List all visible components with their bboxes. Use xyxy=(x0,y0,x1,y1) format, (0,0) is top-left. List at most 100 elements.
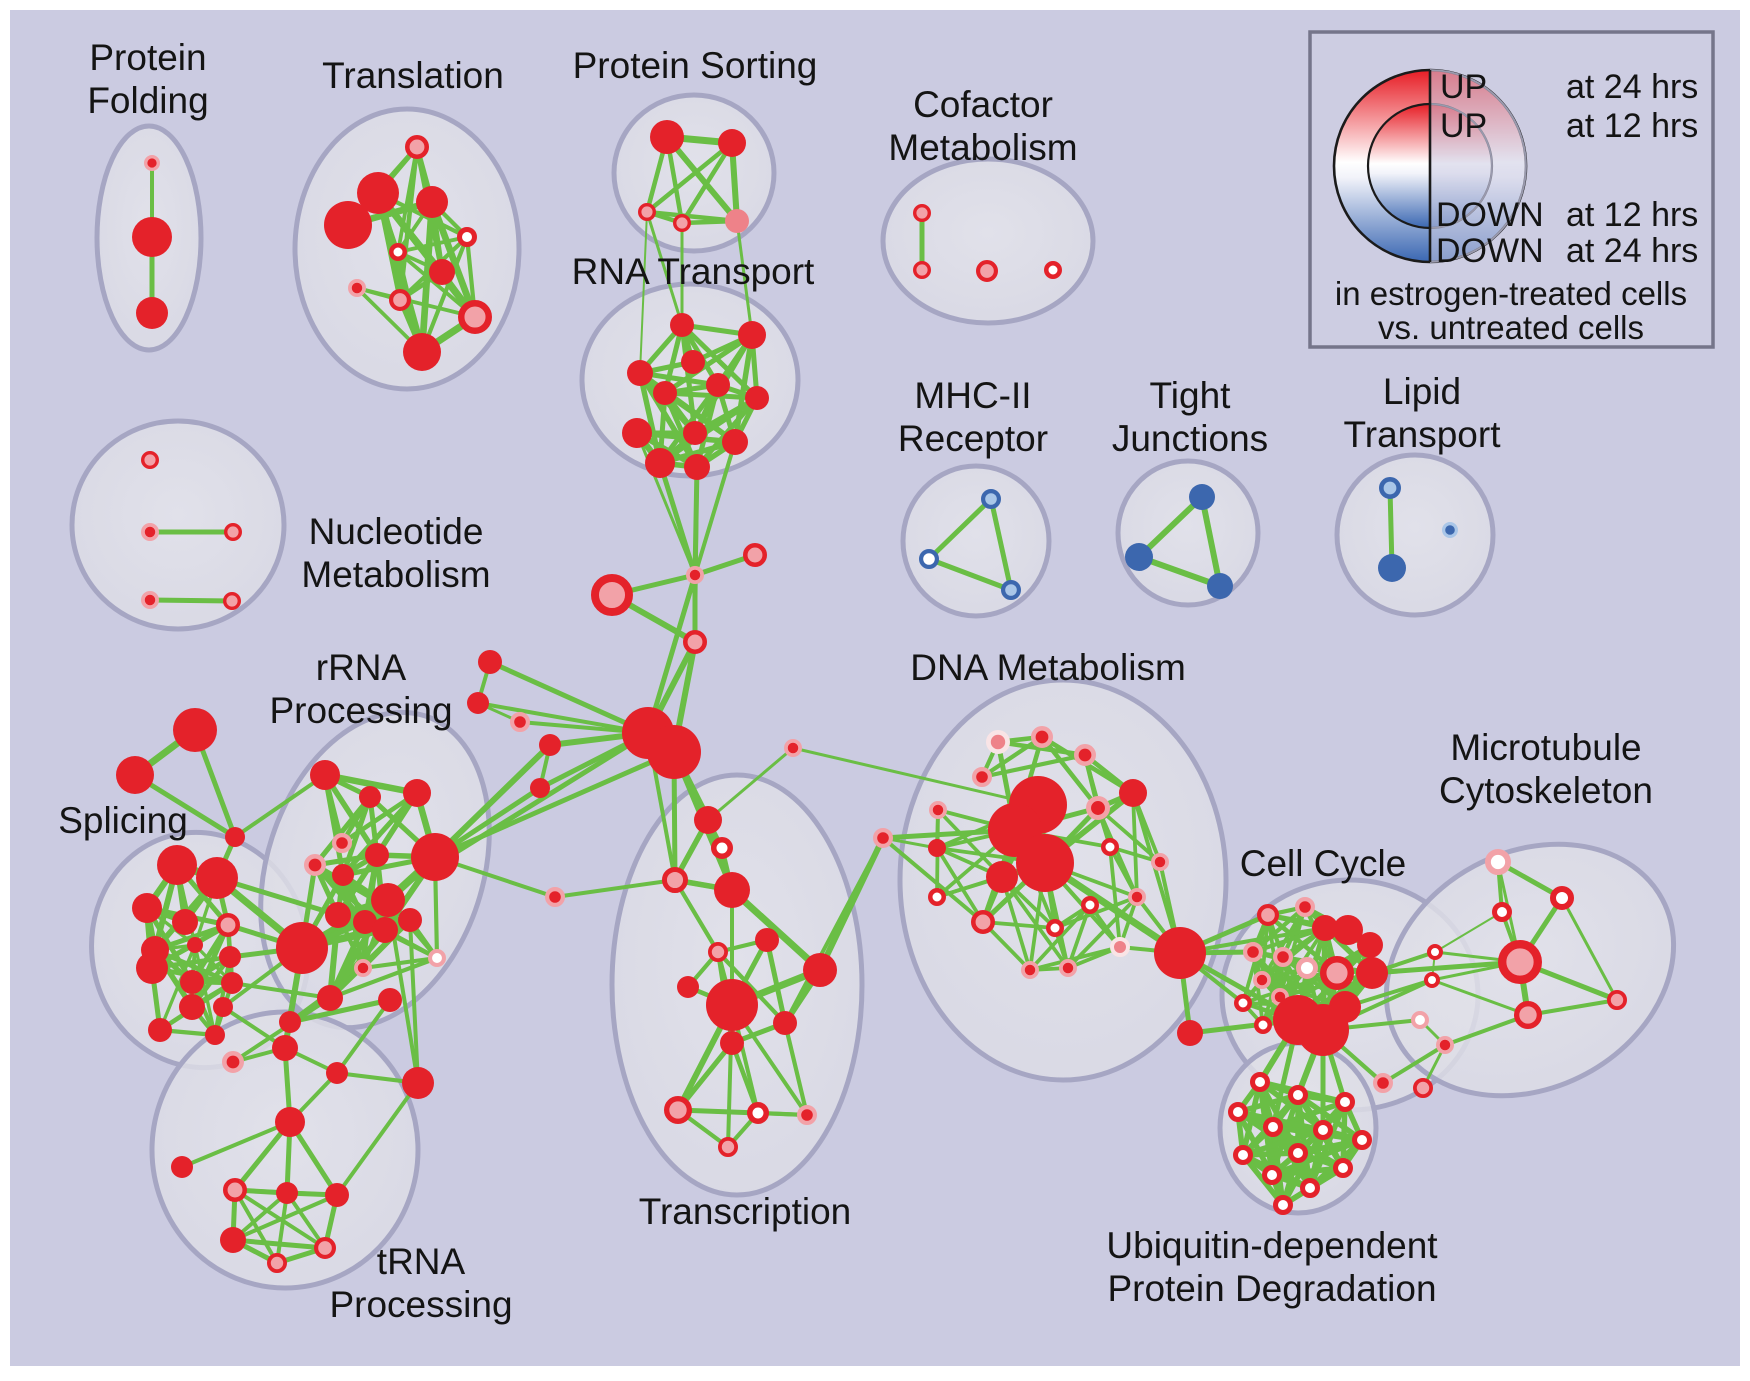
network-node-red xyxy=(317,985,343,1011)
cluster-label-cofactor-metabolism-line1: Cofactor xyxy=(913,84,1053,125)
network-node-ringWhite xyxy=(1550,886,1574,910)
network-edge xyxy=(728,886,824,974)
network-edge xyxy=(1430,978,1530,1017)
network-node-red xyxy=(398,908,422,932)
network-node-redPink xyxy=(222,1178,247,1203)
network-node-ringWhite xyxy=(457,227,477,247)
network-node-red xyxy=(647,725,701,779)
cluster-label-lipid-transport-line1: Lipid xyxy=(1383,371,1461,412)
network-node-red xyxy=(677,976,699,998)
network-node-red xyxy=(1119,779,1147,807)
network-edge xyxy=(979,752,1088,780)
network-node-red xyxy=(403,333,441,371)
network-node-pinkRingWhite xyxy=(427,949,446,968)
network-node-red xyxy=(755,928,779,952)
network-node-ringWhite xyxy=(711,837,733,859)
network-edge xyxy=(1369,959,1523,976)
cluster-label-protein-sorting: Protein Sorting xyxy=(573,45,818,86)
network-edge xyxy=(657,460,698,578)
cluster-label-mhc-ii-receptor-line1: MHC-II xyxy=(914,375,1031,416)
network-node-pinkRed xyxy=(332,832,353,853)
network-node-red xyxy=(1154,927,1206,979)
legend-up-24-time: at 24 hrs xyxy=(1566,68,1698,106)
network-node-redPink xyxy=(223,592,242,611)
cluster-label-rna-transport: RNA Transport xyxy=(572,251,815,292)
network-edge xyxy=(432,742,553,860)
network-edge xyxy=(233,773,327,839)
network-node-red xyxy=(803,953,837,987)
network-node-ringWhite xyxy=(1492,902,1512,922)
network-node-red xyxy=(276,922,328,974)
network-node-red xyxy=(1357,932,1383,958)
network-node-pinkRed xyxy=(140,523,159,542)
network-edge xyxy=(706,746,795,822)
network-node-redPink xyxy=(661,866,688,893)
network-node-ringWhite xyxy=(1288,1143,1308,1163)
network-node-pinkRingWhite xyxy=(1295,956,1318,979)
cluster-label-ubiquitin-line2: Protein Degradation xyxy=(1107,1268,1436,1309)
network-node-redPink xyxy=(404,134,429,159)
network-edge xyxy=(679,140,735,226)
network-node-red xyxy=(180,970,204,994)
network-node-red xyxy=(332,864,354,886)
network-node-red xyxy=(683,421,707,445)
network-edge xyxy=(231,996,332,1064)
network-node-pinkRed xyxy=(544,886,565,907)
network-edge xyxy=(663,133,741,225)
cluster-label-tight-junctions-line1: Tight xyxy=(1150,375,1232,416)
network-edge xyxy=(644,140,735,215)
network-edge xyxy=(1136,494,1205,560)
network-node-pinkRed xyxy=(509,711,530,732)
network-node-ringWhite xyxy=(1101,838,1119,856)
network-node-red xyxy=(132,893,162,923)
network-edge xyxy=(935,846,985,924)
network-node-redPink xyxy=(313,1236,336,1259)
cluster-ellipse-trna-processing xyxy=(149,1009,421,1291)
network-node-pinkRed xyxy=(872,827,893,848)
network-node-pink xyxy=(725,209,749,233)
network-node-redPink xyxy=(590,573,633,616)
network-node-red xyxy=(171,1156,193,1178)
network-node-blue xyxy=(1125,543,1153,571)
network-node-ringWhite xyxy=(1273,1195,1293,1215)
network-node-red xyxy=(196,857,238,899)
network-edge xyxy=(791,746,1040,807)
network-edge xyxy=(1526,998,1619,1017)
network-node-ringWhite xyxy=(1254,1016,1272,1034)
cluster-ellipse-lipid-transport xyxy=(1334,452,1496,618)
network-node-red xyxy=(279,1011,301,1033)
network-node-red xyxy=(116,756,154,794)
network-node-red xyxy=(220,1227,246,1253)
network-node-redPink xyxy=(266,1253,287,1274)
network-edge xyxy=(1269,1165,1346,1178)
network-node-red xyxy=(179,994,205,1020)
network-node-red xyxy=(325,1183,349,1207)
network-node-pinkRed xyxy=(348,279,367,298)
legend-fade-right-half xyxy=(1430,70,1526,262)
network-edge xyxy=(735,219,754,337)
network-nodes xyxy=(116,120,1628,1274)
network-node-blue xyxy=(1378,554,1406,582)
network-edge xyxy=(693,440,737,577)
network-node-redPink xyxy=(215,913,240,938)
network-edge xyxy=(233,1188,279,1265)
network-node-pinkRed xyxy=(143,154,160,171)
network-node-redPink xyxy=(913,204,932,223)
network-edge xyxy=(132,772,238,840)
network-node-red xyxy=(738,321,766,349)
network-node-ringWhite xyxy=(1333,1158,1353,1178)
network-node-red xyxy=(1312,915,1338,941)
network-node-red xyxy=(324,201,372,249)
network-node-red xyxy=(219,946,241,968)
network-edge xyxy=(553,878,677,899)
network-node-pinkRed xyxy=(1074,743,1097,766)
network-node-pinkRed xyxy=(1031,725,1054,748)
network-node-red xyxy=(276,1182,298,1204)
network-node-red xyxy=(378,988,402,1012)
network-edge xyxy=(147,597,235,604)
legend-down-12-time: at 12 hrs xyxy=(1566,196,1698,234)
